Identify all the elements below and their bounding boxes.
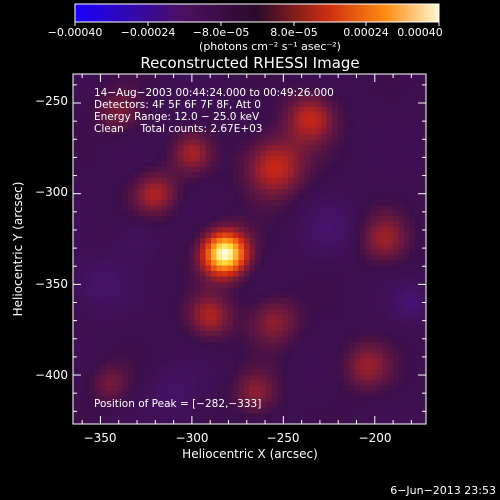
annotation-energy-range: Energy Range: 12.0 − 25.0 keV xyxy=(94,111,260,123)
footer-date: 6−Jun−2013 23:53 xyxy=(390,484,496,497)
y-tick-label: −400 xyxy=(35,368,68,382)
colorbar-units: (photons cm⁻² s⁻¹ asec⁻²) xyxy=(199,40,341,53)
colorbar-tick-label-5: 0.00040 xyxy=(397,26,443,39)
annotation-time-range: 14−Aug−2003 00:44:24.000 to 00:49:26.000 xyxy=(94,87,334,99)
x-tick-label: −200 xyxy=(359,431,392,445)
colorbar-ticks xyxy=(74,22,440,26)
x-axis-label: Heliocentric X (arcsec) xyxy=(182,447,318,461)
plot-frame xyxy=(72,73,427,425)
peak-position-label: Position of Peak = [−282,−333] xyxy=(94,398,261,410)
colorbar-tick-label-2: −8.0e−05 xyxy=(193,26,250,39)
axis-ticks xyxy=(73,74,426,424)
y-tick-label: −350 xyxy=(35,277,68,291)
colorbar xyxy=(74,3,440,23)
y-axis-label: Heliocentric Y (arcsec) xyxy=(11,182,25,317)
x-tick-label: −350 xyxy=(84,431,117,445)
x-tick-label: −300 xyxy=(176,431,209,445)
colorbar-tick-label-1: −0.00024 xyxy=(121,26,176,39)
annotation-detectors: Detectors: 4F 5F 6F 7F 8F, Att 0 xyxy=(94,99,261,111)
chart-title: Reconstructed RHESSI Image xyxy=(140,54,359,72)
y-tick-label: −250 xyxy=(35,94,68,108)
colorbar-tick-label-4: 0.00024 xyxy=(343,26,389,39)
colorbar-tick-label-3: 8.0e−05 xyxy=(270,26,317,39)
y-tick-label: −300 xyxy=(35,185,68,199)
annotation-counts: Clean Total counts: 2.67E+03 xyxy=(94,123,263,135)
colorbar-tick-label-0: −0.00040 xyxy=(48,26,103,39)
x-tick-label: −250 xyxy=(267,431,300,445)
heatmap-image xyxy=(73,74,426,424)
